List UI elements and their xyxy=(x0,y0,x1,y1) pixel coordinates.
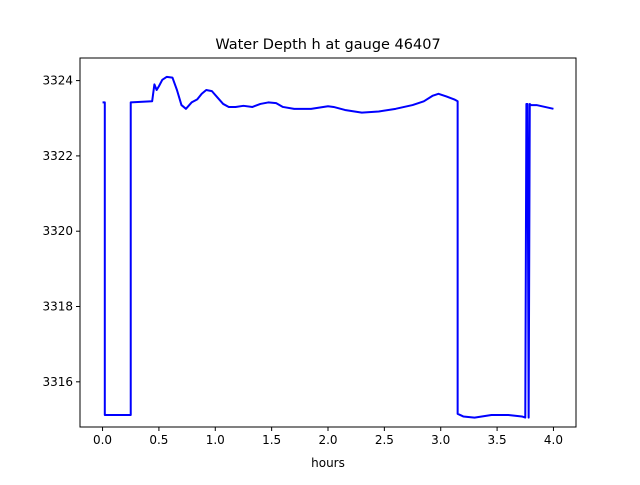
plot-layer xyxy=(102,75,554,419)
chart-title: Water Depth h at gauge 46407 xyxy=(215,37,440,53)
x-tick-label: 4.0 xyxy=(544,433,563,447)
y-tick-label: 3318 xyxy=(42,300,73,314)
y-tick-label: 3316 xyxy=(42,375,73,389)
x-axis-label: hours xyxy=(311,456,345,470)
plot-frame xyxy=(79,57,577,428)
y-tick-label: 3320 xyxy=(42,224,73,238)
x-tick-label: 1.5 xyxy=(262,433,281,447)
x-tick-label: 2.5 xyxy=(375,433,394,447)
y-axis-ticks: 3316 3318 3320 3322 3324 xyxy=(42,74,80,389)
y-tick-label: 3322 xyxy=(42,149,73,163)
x-tick-label: 3.0 xyxy=(431,433,450,447)
x-tick-label: 1.0 xyxy=(206,433,225,447)
y-tick-label: 3324 xyxy=(42,74,73,88)
x-tick-label: 2.0 xyxy=(318,433,337,447)
series-line-0 xyxy=(102,75,554,419)
x-tick-label: 0.5 xyxy=(149,433,168,447)
x-tick-label: 0.0 xyxy=(93,433,112,447)
x-tick-label: 3.5 xyxy=(488,433,507,447)
x-axis-ticks: 0.0 0.5 1.0 1.5 2.0 2.5 3.0 3.5 4.0 xyxy=(93,427,563,447)
